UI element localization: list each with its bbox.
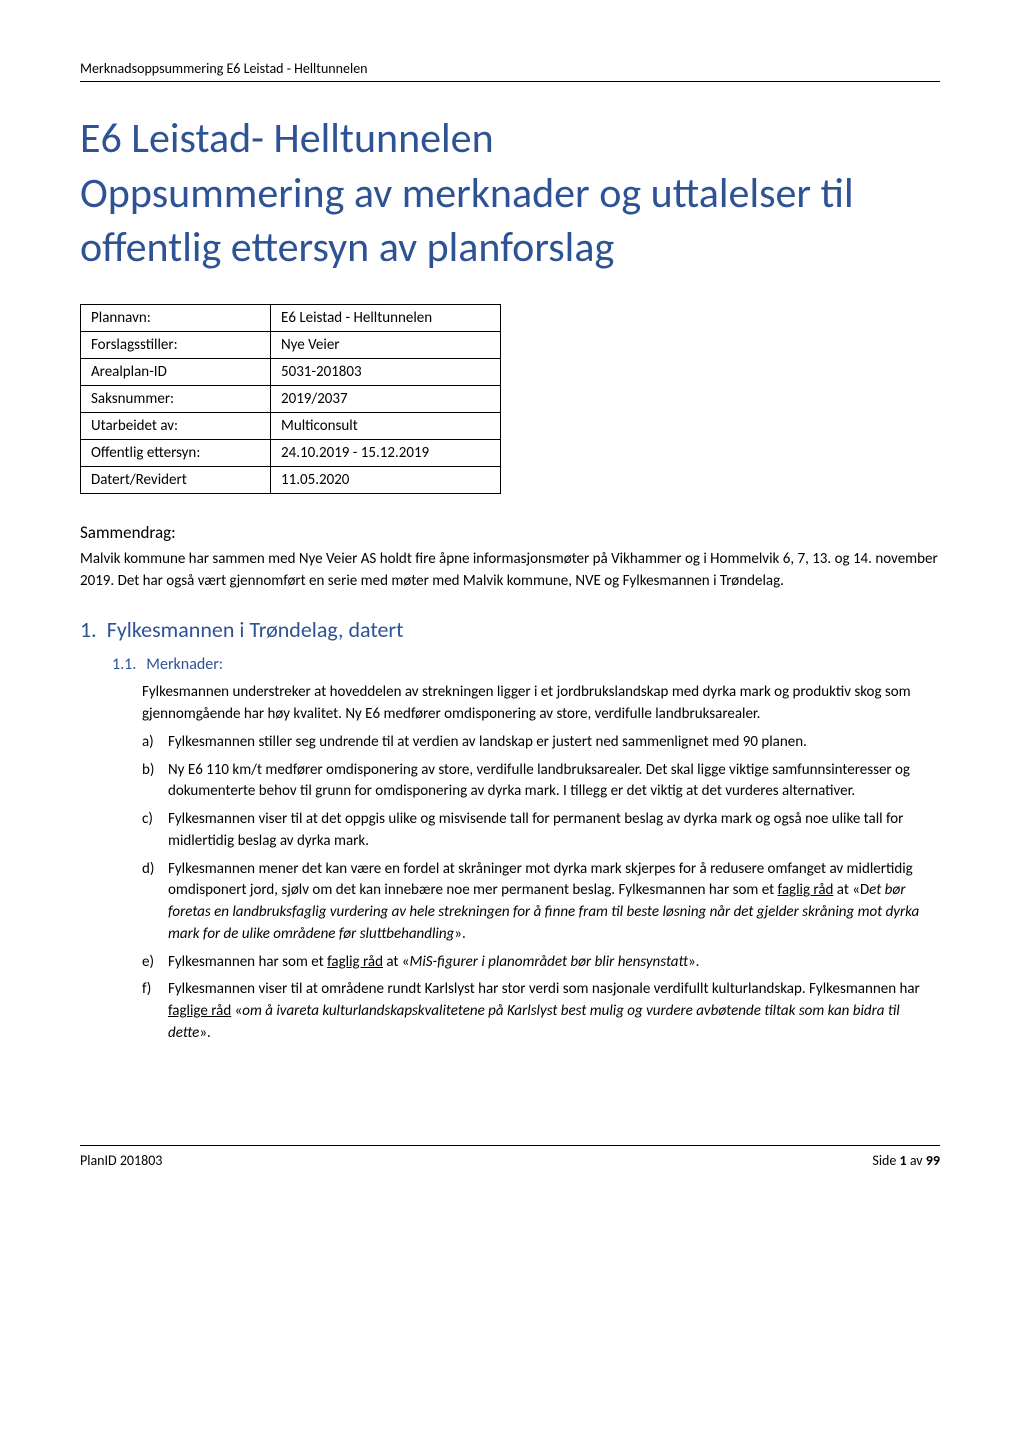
table-row: Utarbeidet av:Multiconsult: [81, 412, 501, 439]
list-item: c) Fylkesmannen viser til at det oppgis u…: [142, 809, 940, 853]
document-title: E6 Leistad- Helltunnelen Oppsummering av…: [80, 112, 940, 276]
list-text-part: MiS-figurer i planområdet bør blir hensy…: [410, 953, 689, 971]
table-value: 5031-201803: [271, 358, 501, 385]
list-item: a) Fylkesmannen stiller seg undrende til …: [142, 732, 940, 754]
table-value: 11.05.2020: [271, 466, 501, 493]
summary-text: Malvik kommune har sammen med Nye Veier …: [80, 549, 940, 593]
footer-av-label: av: [907, 1152, 926, 1169]
list-text-part: «: [231, 1002, 242, 1020]
list-letter: d): [142, 859, 154, 881]
table-row: Arealplan-ID5031-201803: [81, 358, 501, 385]
table-value: 24.10.2019 - 15.12.2019: [271, 439, 501, 466]
list-letter: e): [142, 952, 154, 974]
list-letter: c): [142, 809, 153, 831]
list-item: f) Fylkesmannen viser til at områdene run…: [142, 979, 940, 1044]
table-row: Offentlig ettersyn:24.10.2019 - 15.12.20…: [81, 439, 501, 466]
section-1-heading: 1. Fylkesmannen i Trøndelag, datert: [80, 616, 940, 643]
table-value: E6 Leistad - Helltunnelen: [271, 304, 501, 331]
list-text-part: om å ivareta kulturlandskapskvalitetene …: [168, 1002, 900, 1042]
list-item: d)Fylkesmannen mener det kan være en for…: [142, 859, 940, 946]
list-text-part: Fylkesmannen har som et: [168, 953, 327, 971]
table-value: Nye Veier: [271, 331, 501, 358]
page-header: Merknadsoppsummering E6 Leistad - Helltu…: [80, 60, 940, 77]
table-row: Plannavn:E6 Leistad - Helltunnelen: [81, 304, 501, 331]
list-letter: f): [142, 979, 151, 1001]
section-1-1-intro: Fylkesmannen understreker at hoveddelen …: [142, 682, 940, 726]
table-row: Saksnummer:2019/2037: [81, 385, 501, 412]
list-text: Fylkesmannen viser til at det oppgis uli…: [168, 810, 903, 850]
list-text: Fylkesmannen stiller seg undrende til at…: [168, 733, 807, 751]
section-1-1-title: Merknader:: [146, 655, 223, 674]
header-divider: [80, 81, 940, 82]
list-item: b) Ny E6 110 km/t medfører omdisponering …: [142, 760, 940, 804]
footer-right: Side 1 av 99: [872, 1152, 940, 1169]
list-text-part: ».: [688, 953, 699, 971]
table-label: Arealplan-ID: [81, 358, 271, 385]
list-letter: b): [142, 760, 154, 782]
list-text-part: faglige råd: [168, 1002, 231, 1020]
section-1-number: 1.: [80, 616, 97, 643]
title-line-2: Oppsummering av merknader og uttalelser …: [80, 168, 854, 274]
section-1-1-heading: 1.1. Merknader:: [112, 655, 940, 674]
footer-page-num: 1: [900, 1152, 907, 1169]
footer-total-pages: 99: [926, 1152, 940, 1169]
table-label: Utarbeidet av:: [81, 412, 271, 439]
info-table: Plannavn:E6 Leistad - HelltunnelenForsla…: [80, 304, 501, 494]
table-value: 2019/2037: [271, 385, 501, 412]
title-line-1: E6 Leistad- Helltunnelen: [80, 113, 494, 164]
list-text-part: at «: [383, 953, 410, 971]
list-text-part: ».: [454, 925, 465, 943]
merknader-list: a) Fylkesmannen stiller seg undrende til …: [142, 732, 940, 1045]
table-label: Forslagsstiller:: [81, 331, 271, 358]
table-label: Datert/Revidert: [81, 466, 271, 493]
list-text-part: faglig råd: [778, 881, 834, 899]
table-label: Saksnummer:: [81, 385, 271, 412]
table-label: Offentlig ettersyn:: [81, 439, 271, 466]
list-item: e) Fylkesmannen har som et faglig råd at …: [142, 952, 940, 974]
section-1-1-number: 1.1.: [112, 655, 136, 674]
footer-left: PlanID 201803: [80, 1152, 162, 1169]
list-text-part: Fylkesmannen viser til at områdene rundt…: [168, 980, 920, 998]
table-row: Datert/Revidert11.05.2020: [81, 466, 501, 493]
list-letter: a): [142, 732, 154, 754]
summary-heading: Sammendrag:: [80, 522, 940, 543]
list-text-part: ».: [199, 1024, 210, 1042]
section-1-title: Fylkesmannen i Trøndelag, datert: [107, 616, 404, 643]
footer-side-label: Side: [872, 1152, 899, 1169]
list-text-part: faglig råd: [327, 953, 383, 971]
list-text-part: at «D: [833, 881, 869, 899]
table-row: Forslagsstiller:Nye Veier: [81, 331, 501, 358]
list-text: Ny E6 110 km/t medfører omdisponering av…: [168, 761, 910, 801]
table-value: Multiconsult: [271, 412, 501, 439]
page-footer: PlanID 201803 Side 1 av 99: [80, 1145, 940, 1169]
table-label: Plannavn:: [81, 304, 271, 331]
